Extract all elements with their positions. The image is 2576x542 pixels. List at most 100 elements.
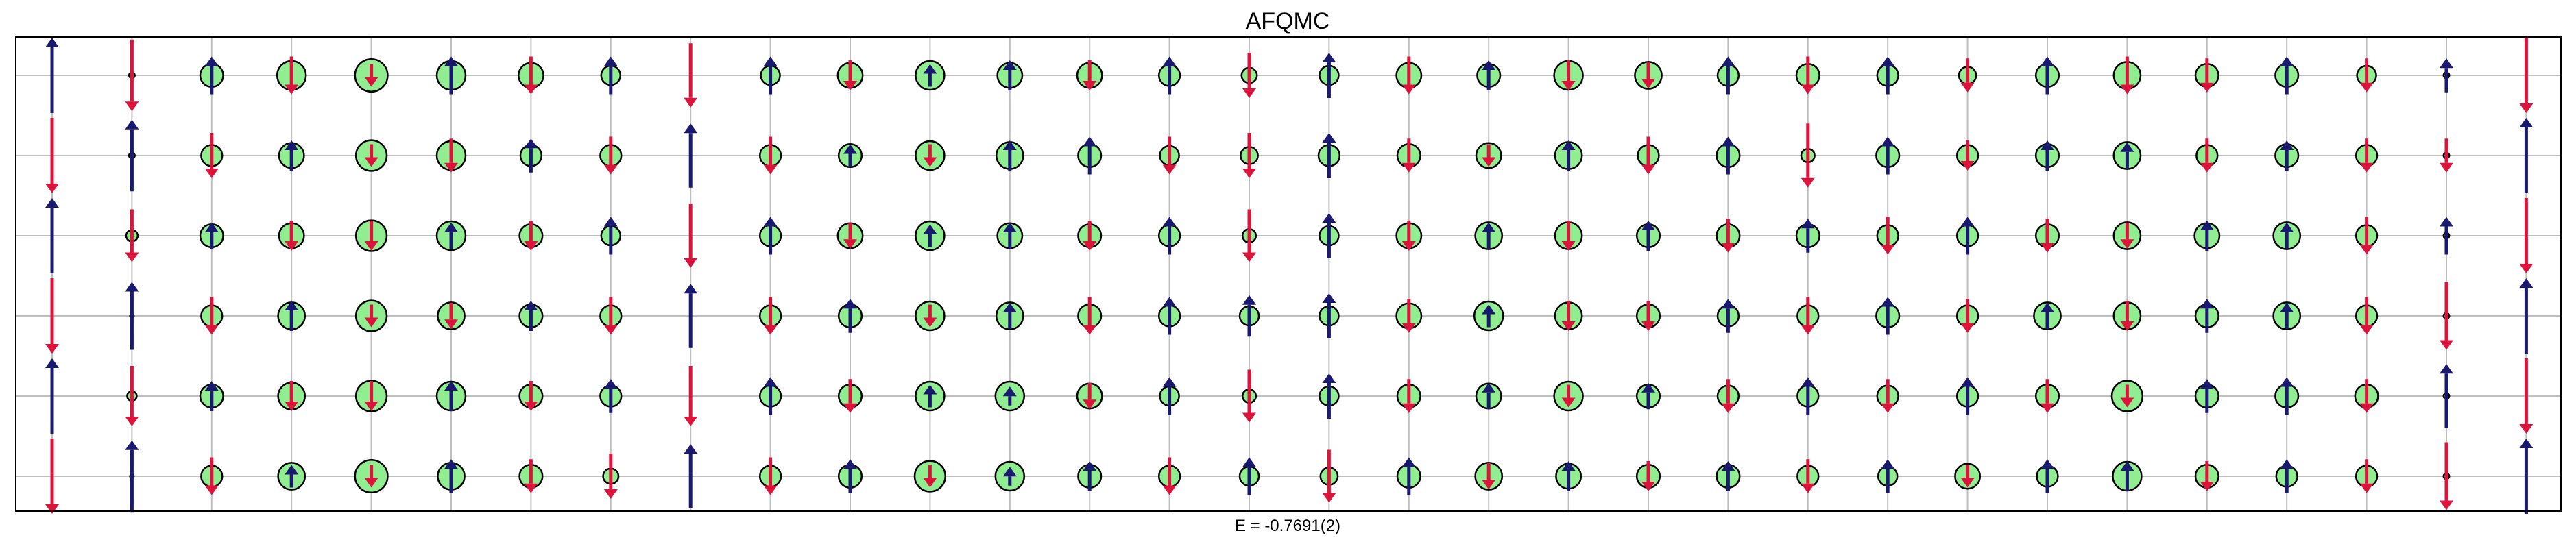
spin-up-arrow-head bbox=[1721, 461, 1735, 471]
lattice-site bbox=[1716, 219, 1741, 253]
lattice-site bbox=[45, 38, 59, 113]
lattice-site bbox=[435, 56, 467, 95]
spin-up-arrow-head bbox=[1002, 140, 1017, 150]
lattice-site bbox=[1396, 138, 1421, 173]
spin-down-arrow-head bbox=[1801, 483, 1815, 493]
lattice-site bbox=[199, 381, 224, 411]
lattice-site bbox=[1157, 56, 1181, 95]
spin-down-arrow-head bbox=[763, 325, 778, 335]
lattice-site bbox=[1475, 382, 1502, 410]
lattice-site bbox=[684, 123, 698, 188]
lattice-site bbox=[2440, 364, 2453, 428]
spin-up-arrow-head bbox=[843, 459, 857, 469]
spin-up-arrow-head bbox=[204, 381, 219, 391]
spin-up-arrow-head bbox=[1801, 377, 1815, 387]
spin-down-arrow-head bbox=[2200, 482, 2214, 491]
spin-down-arrow-head bbox=[524, 483, 538, 493]
spin-up-arrow-head bbox=[1482, 60, 1496, 70]
spin-up-arrow-head bbox=[2440, 217, 2453, 227]
spin-up-arrow-head bbox=[2200, 379, 2214, 389]
spin-down-arrow-head bbox=[684, 258, 698, 268]
spin-up-arrow-head bbox=[1960, 217, 1975, 227]
x-axis-label: E = -0.7691(2) bbox=[1235, 517, 1340, 535]
spin-up-arrow-head bbox=[763, 217, 778, 227]
lattice-site bbox=[2519, 439, 2533, 514]
spin-down-arrow-head bbox=[1641, 321, 1655, 331]
spin-down-arrow-head bbox=[524, 84, 538, 95]
spin-down-arrow-head bbox=[2359, 325, 2374, 335]
lattice-site bbox=[2112, 56, 2142, 95]
spin-up-arrow-head bbox=[1561, 140, 1576, 150]
spin-up-arrow-head bbox=[684, 444, 698, 454]
spin-down-arrow-head bbox=[1641, 164, 1655, 175]
lattice-site bbox=[1396, 457, 1421, 495]
lattice-site bbox=[915, 380, 946, 412]
spin-down-arrow-head bbox=[204, 169, 219, 178]
spin-up-arrow-head bbox=[923, 64, 937, 74]
spin-down-arrow-head bbox=[1561, 81, 1576, 90]
spin-down-arrow-head bbox=[364, 77, 378, 87]
lattice-site bbox=[1637, 136, 1660, 175]
lattice-site bbox=[2110, 380, 2144, 412]
lattice-site bbox=[2519, 358, 2533, 434]
spin-up-arrow-head bbox=[2041, 140, 2054, 150]
spin-down-arrow-head bbox=[763, 164, 778, 175]
spin-up-arrow-head bbox=[684, 123, 698, 134]
spin-up-arrow-head bbox=[1881, 459, 1895, 469]
lattice-site bbox=[1319, 53, 1340, 98]
spin-up-arrow-head bbox=[2120, 461, 2134, 471]
lattice-site bbox=[2274, 56, 2300, 95]
spin-up-arrow-head bbox=[45, 198, 59, 208]
lattice-site bbox=[1635, 382, 1661, 410]
spin-up-arrow-head bbox=[1721, 56, 1735, 66]
lattice-site bbox=[837, 379, 863, 413]
lattice-site bbox=[2274, 140, 2300, 171]
spin-up-arrow-head bbox=[1641, 382, 1655, 393]
spin-up-arrow-head bbox=[2200, 221, 2214, 230]
spin-up-arrow-head bbox=[843, 144, 857, 154]
spin-up-arrow-head bbox=[2200, 299, 2214, 309]
lattice-site bbox=[519, 138, 543, 173]
lattice-site bbox=[2355, 459, 2379, 493]
spin-up-arrow-head bbox=[1401, 457, 1416, 467]
lattice-site bbox=[1157, 297, 1181, 335]
lattice-site bbox=[1716, 461, 1741, 491]
lattice-site bbox=[437, 459, 466, 493]
lattice-site bbox=[994, 380, 1026, 412]
lattice-site bbox=[2034, 140, 2060, 171]
spin-down-arrow-head bbox=[1721, 243, 1735, 253]
spin-up-arrow-head bbox=[763, 377, 778, 387]
lattice-site bbox=[2272, 301, 2302, 330]
lattice-site bbox=[684, 284, 698, 348]
spin-up-arrow-head bbox=[125, 119, 139, 130]
spin-down-arrow-head bbox=[524, 402, 538, 411]
lattice-site bbox=[354, 380, 388, 412]
lattice-site bbox=[2194, 299, 2219, 333]
lattice-site bbox=[1553, 380, 1584, 412]
lattice-site bbox=[2440, 442, 2453, 510]
lattice-site bbox=[2440, 282, 2453, 350]
spin-down-arrow-head bbox=[125, 101, 139, 112]
lattice-site bbox=[836, 60, 864, 90]
spin-up-arrow-head bbox=[1162, 56, 1177, 66]
lattice-site bbox=[1796, 459, 1820, 493]
spin-down-arrow-head bbox=[2359, 245, 2374, 255]
lattice-site bbox=[1716, 299, 1740, 333]
lattice-site bbox=[1159, 377, 1180, 415]
spin-up-arrow-head bbox=[1083, 461, 1097, 471]
lattice-site bbox=[2440, 58, 2453, 93]
spin-up-arrow-head bbox=[923, 224, 937, 234]
lattice-site bbox=[1955, 299, 1979, 333]
spin-up-arrow-head bbox=[923, 384, 937, 395]
spin-up-arrow-head bbox=[1561, 461, 1576, 471]
lattice-site bbox=[200, 133, 224, 178]
lattice-site bbox=[2112, 221, 2142, 250]
spin-down-arrow-head bbox=[603, 164, 618, 175]
spin-up-arrow-head bbox=[1322, 53, 1336, 62]
lattice-site bbox=[1635, 221, 1661, 251]
lattice-site bbox=[45, 439, 59, 514]
spin-up-arrow-head bbox=[684, 284, 698, 294]
spin-down-arrow-head bbox=[2359, 162, 2374, 173]
spin-up-arrow-head bbox=[1002, 60, 1017, 70]
